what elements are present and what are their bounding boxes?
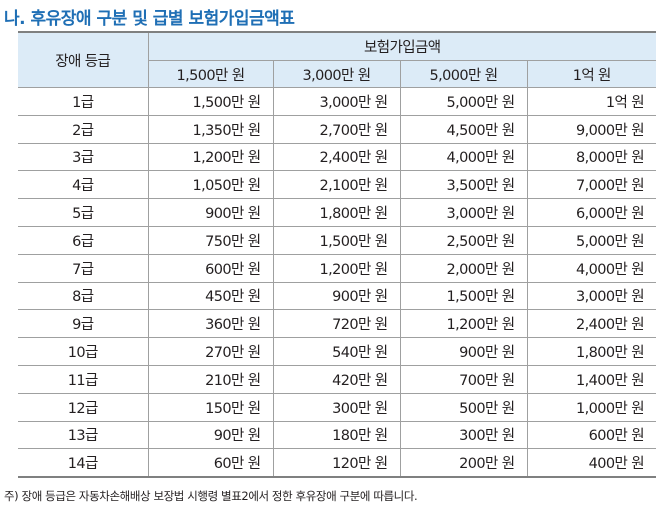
amount-cell: 1,350만 원 — [147, 114, 274, 144]
grade-cell: 1급 — [18, 87, 149, 116]
amount-cell: 3,000만 원 — [272, 87, 401, 116]
table-row: 9급 360만 원 720만 원 1,200만 원 2,400만 원 — [18, 309, 657, 339]
table-row: 5급 900만 원 1,800만 원 3,000만 원 6,000만 원 — [18, 198, 657, 227]
grade-cell: 3급 — [18, 142, 149, 172]
amount-cell: 200만 원 — [399, 448, 528, 479]
amount-cell: 2,400만 원 — [526, 309, 657, 339]
amount-column-header: 1,500만 원 — [148, 60, 274, 88]
table-row: 13급 90만 원 180만 원 300만 원 600만 원 — [18, 420, 657, 450]
amount-cell: 300만 원 — [272, 392, 401, 422]
grade-cell: 8급 — [18, 281, 149, 311]
amount-cell: 1,200만 원 — [272, 253, 401, 283]
grade-cell: 2급 — [18, 114, 149, 144]
amount-cell: 210만 원 — [147, 364, 274, 394]
amount-cell: 1억 원 — [526, 87, 657, 116]
amount-column-header: 3,000만 원 — [272, 60, 401, 88]
amount-cell: 7,000만 원 — [526, 170, 657, 200]
amount-cell: 3,000만 원 — [526, 281, 657, 311]
amount-cell: 270만 원 — [147, 337, 274, 366]
table-row: 7급 600만 원 1,200만 원 2,000만 원 4,000만 원 — [18, 253, 657, 283]
amount-cell: 1,800만 원 — [272, 198, 401, 227]
grade-cell: 14급 — [18, 448, 149, 479]
table-row: 4급 1,050만 원 2,100만 원 3,500만 원 7,000만 원 — [18, 170, 657, 200]
section-title: 나. 후유장애 구분 및 급별 보험가입금액표 — [4, 9, 295, 29]
amount-cell: 2,100만 원 — [272, 170, 401, 200]
amount-cell: 4,000만 원 — [526, 253, 657, 283]
amount-cell: 1,200만 원 — [147, 142, 274, 172]
amount-cell: 1,500만 원 — [399, 281, 528, 311]
amount-cell: 360만 원 — [147, 309, 274, 339]
amount-cell: 9,000만 원 — [526, 114, 657, 144]
amount-cell: 5,000만 원 — [399, 87, 528, 116]
amount-cell: 600만 원 — [147, 253, 274, 283]
amount-cell: 90만 원 — [147, 420, 274, 450]
amount-cell: 1,200만 원 — [399, 309, 528, 339]
grade-cell: 10급 — [18, 337, 149, 366]
table-row: 2급 1,350만 원 2,700만 원 4,500만 원 9,000만 원 — [18, 114, 657, 144]
grade-cell: 9급 — [18, 309, 149, 339]
grade-cell: 4급 — [18, 170, 149, 200]
table-row: 12급 150만 원 300만 원 500만 원 1,000만 원 — [18, 392, 657, 422]
grade-cell: 11급 — [18, 364, 149, 394]
amount-cell: 300만 원 — [399, 420, 528, 450]
amount-column-header: 1억 원 — [526, 60, 657, 88]
grade-cell: 5급 — [18, 198, 149, 227]
amount-cell: 500만 원 — [399, 392, 528, 422]
grade-cell: 7급 — [18, 253, 149, 283]
amount-cell: 540만 원 — [272, 337, 401, 366]
amount-cell: 1,400만 원 — [526, 364, 657, 394]
table-row: 14급 60만 원 120만 원 200만 원 400만 원 — [18, 448, 657, 479]
amount-cell: 2,700만 원 — [272, 114, 401, 144]
amount-cell: 1,000만 원 — [526, 392, 657, 422]
amount-group-header: 보험가입금액 — [147, 31, 657, 61]
amount-cell: 700만 원 — [399, 364, 528, 394]
insurance-amount-table: 장애 등급 보험가입금액 1,500만 원 3,000만 원 5,000만 원 … — [18, 31, 657, 479]
amount-cell: 4,500만 원 — [399, 114, 528, 144]
amount-cell: 900만 원 — [399, 337, 528, 366]
grade-cell: 12급 — [18, 392, 149, 422]
amount-cell: 900만 원 — [272, 281, 401, 311]
amount-cell: 900만 원 — [147, 198, 274, 227]
amount-cell: 1,500만 원 — [147, 87, 274, 116]
amount-cell: 750만 원 — [147, 225, 274, 255]
amount-cell: 400만 원 — [526, 448, 657, 479]
amount-cell: 150만 원 — [147, 392, 274, 422]
amount-cell: 1,050만 원 — [147, 170, 274, 200]
amount-cell: 2,500만 원 — [399, 225, 528, 255]
table-body: 1급 1,500만 원 3,000만 원 5,000만 원 1억 원 2급 1,350만 원… — [18, 87, 657, 479]
amount-column-header: 5,000만 원 — [399, 60, 528, 88]
amount-cell: 720만 원 — [272, 309, 401, 339]
amount-cell: 6,000만 원 — [526, 198, 657, 227]
amount-cell: 120만 원 — [272, 448, 401, 479]
amount-cell: 4,000만 원 — [399, 142, 528, 172]
footnote: 주) 장애 등급은 자동차손해배상 보장법 시행령 별표2에서 정한 후유장애 … — [4, 489, 418, 503]
amount-cell: 450만 원 — [147, 281, 274, 311]
amount-cell: 1,500만 원 — [272, 225, 401, 255]
grade-column-header: 장애 등급 — [18, 31, 149, 88]
amount-cell: 8,000만 원 — [526, 142, 657, 172]
table-row: 8급 450만 원 900만 원 1,500만 원 3,000만 원 — [18, 281, 657, 311]
table-row: 11급 210만 원 420만 원 700만 원 1,400만 원 — [18, 364, 657, 394]
table-row: 1급 1,500만 원 3,000만 원 5,000만 원 1억 원 — [18, 87, 657, 116]
table-header: 장애 등급 보험가입금액 1,500만 원 3,000만 원 5,000만 원 … — [18, 31, 657, 88]
amount-cell: 420만 원 — [272, 364, 401, 394]
amount-cell: 180만 원 — [272, 420, 401, 450]
grade-cell: 13급 — [18, 420, 149, 450]
table-row: 3급 1,200만 원 2,400만 원 4,000만 원 8,000만 원 — [18, 142, 657, 172]
amount-cell: 2,400만 원 — [272, 142, 401, 172]
table-row: 10급 270만 원 540만 원 900만 원 1,800만 원 — [18, 337, 657, 366]
amount-cell: 2,000만 원 — [399, 253, 528, 283]
amount-cell: 5,000만 원 — [526, 225, 657, 255]
amount-cell: 3,500만 원 — [399, 170, 528, 200]
grade-cell: 6급 — [18, 225, 149, 255]
amount-cell: 3,000만 원 — [399, 198, 528, 227]
amount-cell: 600만 원 — [526, 420, 657, 450]
amount-cell: 1,800만 원 — [526, 337, 657, 366]
table-row: 6급 750만 원 1,500만 원 2,500만 원 5,000만 원 — [18, 225, 657, 255]
amount-cell: 60만 원 — [147, 448, 274, 479]
